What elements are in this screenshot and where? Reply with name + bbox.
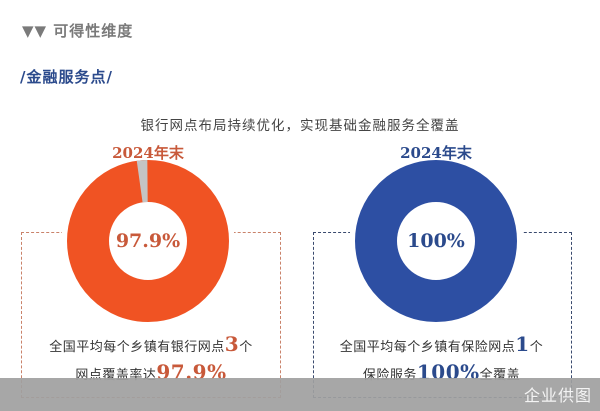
caption-text: 全国平均每个乡镇有银行网点 [49, 340, 225, 355]
caption-text: 个 [239, 340, 253, 355]
insurance-caption-line1: 全国平均每个乡镇有保险网点1个 [313, 332, 570, 360]
watermark: 企业供图 [523, 386, 592, 405]
watermark-band [0, 378, 600, 411]
mask [350, 228, 522, 236]
lead-text: 银行网点布局持续优化，实现基础金融服务全覆盖 [140, 118, 460, 134]
bank-caption-line1: 全国平均每个乡镇有银行网点3个 [22, 332, 280, 360]
insurance-donut-covered [355, 160, 517, 322]
bank-donut-uncovered [67, 160, 229, 322]
insurance-donut-chart [355, 160, 517, 322]
sub-title: /金融服务点/ [20, 68, 113, 86]
bank-branch-count: 3 [224, 332, 240, 356]
bank-donut-chart [67, 160, 229, 322]
insurance-center-value: 100% [407, 230, 465, 252]
caption-text: 全国平均每个乡镇有保险网点 [339, 340, 516, 355]
insurance-year-label: 2024年末 [400, 144, 472, 162]
mask [62, 228, 234, 236]
caption-text: 个 [529, 340, 544, 355]
bank-center-value: 97.9% [115, 230, 181, 252]
insurance-branch-count: 1 [515, 332, 530, 356]
bank-donut-covered [67, 160, 229, 322]
section-title: ▼▼ 可得性维度 [22, 22, 134, 40]
bank-year-label: 2024年末 [112, 144, 184, 162]
